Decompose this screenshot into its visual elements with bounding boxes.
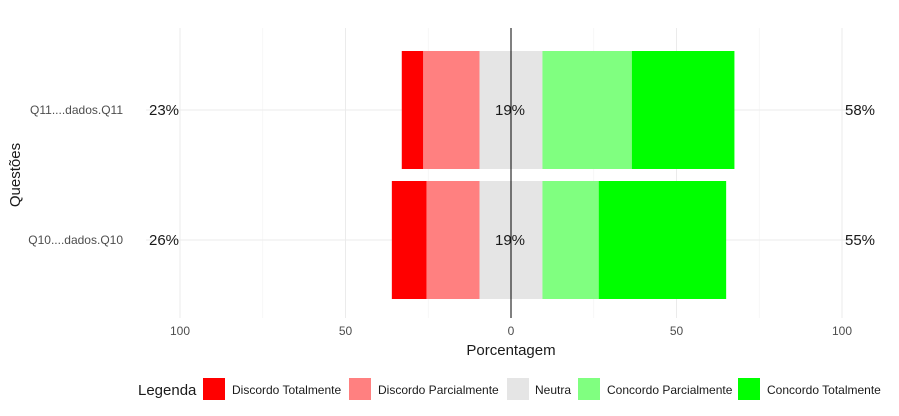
bar-segment bbox=[401, 51, 424, 169]
y-tick-label: Q10....dados.Q10 bbox=[28, 233, 123, 247]
percent-label-left: 23% bbox=[149, 102, 179, 119]
x-tick-label: 0 bbox=[508, 324, 515, 338]
legend-label: Neutra bbox=[535, 383, 571, 397]
x-tick-label: 50 bbox=[339, 324, 353, 338]
x-tick-label: 100 bbox=[832, 324, 852, 338]
legend-title: Legenda bbox=[138, 382, 197, 399]
percent-label-left: 26% bbox=[149, 232, 179, 249]
legend-key bbox=[738, 378, 760, 400]
bar-segment bbox=[426, 181, 480, 299]
legend-label: Concordo Parcialmente bbox=[607, 383, 733, 397]
legend-key bbox=[578, 378, 600, 400]
percent-labels: 23% 19% 58% 26% 19% 55% bbox=[149, 102, 875, 249]
bar-segment bbox=[631, 51, 735, 169]
legend-key bbox=[507, 378, 529, 400]
bars bbox=[391, 51, 735, 299]
legend-key bbox=[203, 378, 225, 400]
y-category-labels: Q11....dados.Q11 Q10....dados.Q10 bbox=[28, 103, 123, 247]
legend: Legenda Discordo Totalmente Discordo Parc… bbox=[138, 378, 881, 400]
x-tick-labels: 100 50 0 50 100 bbox=[170, 324, 852, 338]
legend-label: Discordo Totalmente bbox=[232, 383, 341, 397]
x-axis-title: Porcentagem bbox=[466, 342, 555, 359]
legend-label: Discordo Parcialmente bbox=[378, 383, 499, 397]
y-axis-title: Questões bbox=[7, 143, 24, 207]
bar-segment bbox=[391, 181, 427, 299]
bar-segment bbox=[423, 51, 480, 169]
percent-label-right: 55% bbox=[845, 232, 875, 249]
percent-label-center: 19% bbox=[495, 102, 525, 119]
legend-label: Concordo Totalmente bbox=[767, 383, 881, 397]
percent-label-center: 19% bbox=[495, 232, 525, 249]
bar-segment bbox=[542, 51, 632, 169]
percent-label-right: 58% bbox=[845, 102, 875, 119]
legend-key bbox=[349, 378, 371, 400]
bar-segment bbox=[598, 181, 727, 299]
x-tick-label: 100 bbox=[170, 324, 190, 338]
x-tick-label: 50 bbox=[670, 324, 684, 338]
bar-segment bbox=[542, 181, 599, 299]
y-tick-label: Q11....dados.Q11 bbox=[30, 103, 123, 117]
